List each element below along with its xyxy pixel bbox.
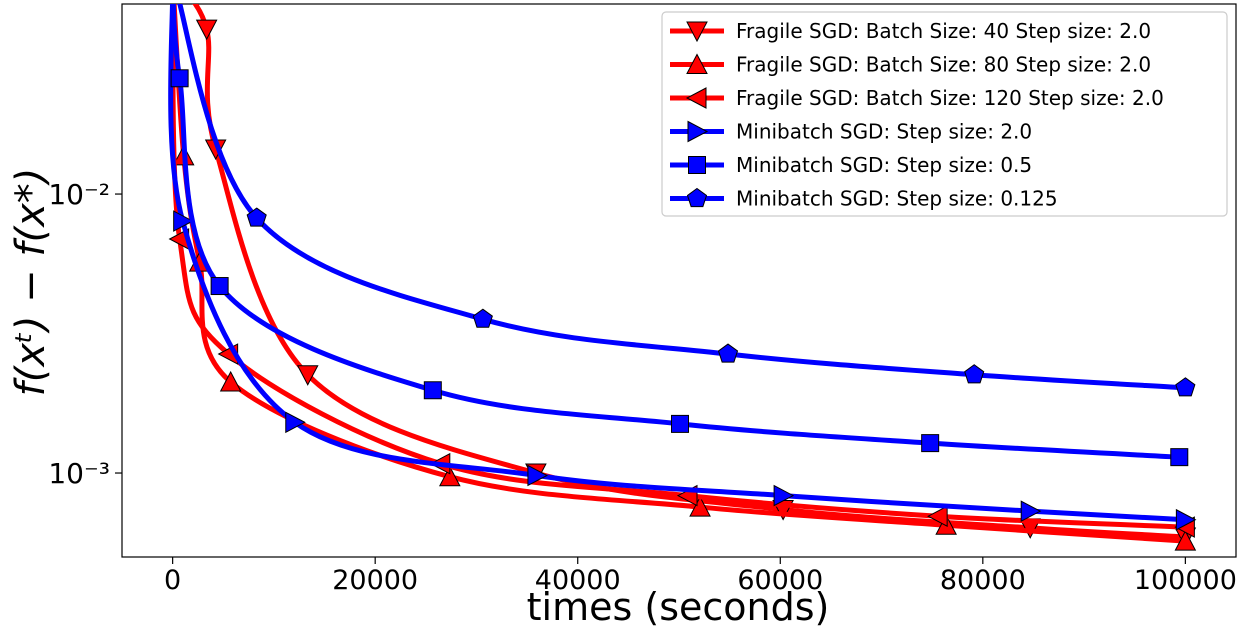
legend-marker bbox=[688, 156, 706, 174]
series-line bbox=[192, 4, 1188, 540]
y-tick-label: 10⁻³ bbox=[48, 457, 110, 490]
data-point bbox=[438, 465, 461, 487]
data-point bbox=[219, 370, 242, 392]
legend-label: Fragile SGD: Batch Size: 80 Step size: 2… bbox=[736, 53, 1151, 77]
data-point bbox=[285, 411, 306, 434]
legend-marker bbox=[686, 187, 708, 208]
data-point bbox=[1175, 508, 1197, 531]
legend-box bbox=[661, 11, 1228, 217]
x-tick-label: 40000 bbox=[535, 565, 621, 596]
data-point bbox=[964, 364, 985, 384]
x-tick-label: 100000 bbox=[1134, 565, 1237, 596]
data-point bbox=[1170, 448, 1189, 467]
data-point bbox=[527, 464, 548, 487]
data-point bbox=[689, 495, 711, 517]
data-point bbox=[671, 414, 690, 433]
data-point bbox=[1175, 377, 1196, 397]
data-point bbox=[1174, 530, 1197, 551]
legend-label: Fragile SGD: Batch Size: 120 Step size: … bbox=[736, 86, 1164, 110]
data-point bbox=[921, 434, 940, 453]
x-tick-label: 80000 bbox=[940, 565, 1026, 596]
data-point bbox=[472, 308, 493, 328]
y-axis-label: f(xᵗ) − f(x*) bbox=[8, 168, 54, 397]
x-tick-label: 20000 bbox=[332, 565, 418, 596]
legend-label: Minibatch SGD: Step size: 0.5 bbox=[736, 153, 1032, 177]
legend-label: Minibatch SGD: Step size: 2.0 bbox=[736, 120, 1032, 144]
data-point bbox=[423, 381, 442, 400]
legend-label: Fragile SGD: Batch Size: 40 Step size: 2… bbox=[736, 19, 1151, 43]
legend-label: Minibatch SGD: Step size: 0.125 bbox=[736, 187, 1058, 211]
data-point bbox=[717, 343, 739, 363]
legend-marker bbox=[687, 120, 709, 143]
data-point bbox=[296, 365, 319, 386]
data-point bbox=[927, 505, 948, 528]
x-axis-label: times (seconds) bbox=[527, 585, 830, 629]
legend-marker bbox=[686, 53, 708, 74]
data-point bbox=[773, 484, 795, 507]
data-point bbox=[195, 19, 218, 41]
data-point bbox=[246, 207, 267, 227]
data-point bbox=[1020, 500, 1042, 522]
x-tick-label: 60000 bbox=[737, 565, 823, 596]
series-line bbox=[177, 4, 1188, 391]
legend-marker bbox=[686, 21, 708, 43]
plot-area bbox=[168, 4, 1197, 551]
legend-marker bbox=[685, 87, 707, 109]
y-tick-label: 10⁻² bbox=[48, 178, 110, 211]
data-point bbox=[210, 277, 229, 296]
data-point bbox=[173, 210, 194, 232]
x-tick-label: 0 bbox=[164, 565, 181, 596]
data-point bbox=[170, 69, 189, 88]
